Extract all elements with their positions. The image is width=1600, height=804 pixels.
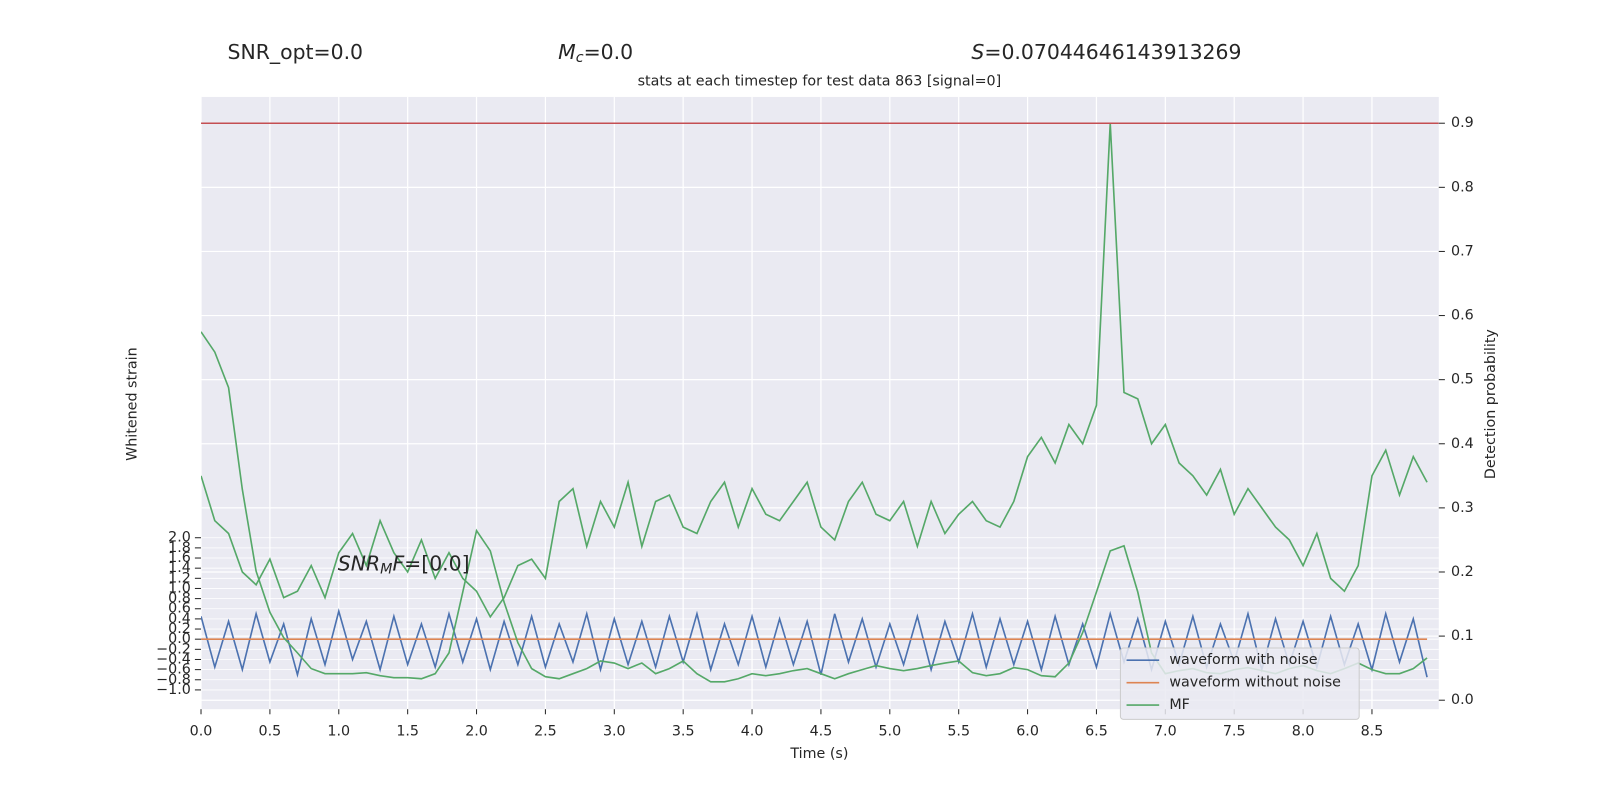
y-tick-label: 1.8 xyxy=(168,540,191,556)
probability-line xyxy=(201,123,1428,619)
x-tick-label: 2.0 xyxy=(465,724,488,740)
y2-tick-label: 0.8 xyxy=(1451,179,1474,195)
x-axis-label: Time (s) xyxy=(789,746,848,762)
x-tick-label: 5.5 xyxy=(947,724,970,740)
y2-tick-label: 0.4 xyxy=(1451,436,1474,452)
x-tick-label: 1.0 xyxy=(327,724,350,740)
x-tick-label: 7.5 xyxy=(1223,724,1246,740)
y-tick-label: 0.2 xyxy=(168,621,191,637)
x-tick-label: 6.5 xyxy=(1085,724,1108,740)
y-tick-label: 0.0 xyxy=(168,631,191,647)
y2-tick-label: 0.1 xyxy=(1451,628,1474,644)
y-tick-label: 1.0 xyxy=(168,580,191,596)
x-tick-label: 1.5 xyxy=(396,724,419,740)
series-line xyxy=(201,608,1428,678)
y2-tick-label: 0.7 xyxy=(1451,243,1474,259)
x-tick-label: 7.0 xyxy=(1154,724,1177,740)
y2-tick-label: 0.2 xyxy=(1451,564,1474,580)
chart-title: stats at each timestep for test data 863… xyxy=(638,74,1002,90)
y-tick-label: 0.8 xyxy=(168,591,191,607)
plot-area xyxy=(201,96,1439,710)
x-tick-label: 8.0 xyxy=(1292,724,1315,740)
y-tick-label: −0.4 xyxy=(156,651,191,667)
y2-tick-label: 0.5 xyxy=(1451,372,1474,388)
y-tick-label: −1.0 xyxy=(156,682,191,698)
y-tick-label: −0.6 xyxy=(156,662,191,678)
x-tick-label: 3.0 xyxy=(603,724,626,740)
x-tick-label: 0.0 xyxy=(190,724,213,740)
y-tick-label: −0.8 xyxy=(156,672,191,688)
x-tick-label: 8.5 xyxy=(1361,724,1384,740)
chirp-mass: Mc=0.0 xyxy=(558,40,633,66)
legend-label: waveform without noise xyxy=(1169,675,1341,691)
legend-label: waveform with noise xyxy=(1169,652,1317,668)
y2-tick-label: 0.6 xyxy=(1451,308,1474,324)
legend-label: MF xyxy=(1169,697,1190,713)
x-tick-label: 4.5 xyxy=(810,724,833,740)
y-tick-label: 0.4 xyxy=(168,611,191,627)
y-tick-label: −0.2 xyxy=(156,641,191,657)
s-stat: S=0.07044646143913269 xyxy=(971,40,1241,64)
y-tick-label: 2.0 xyxy=(168,530,191,546)
legend-box xyxy=(1119,647,1360,720)
x-tick-label: 3.5 xyxy=(672,724,695,740)
y-tick-label: 1.2 xyxy=(168,570,191,586)
x-tick-label: 2.5 xyxy=(534,724,557,740)
y-tick-label: 0.6 xyxy=(168,601,191,617)
y2-tick-label: 0.3 xyxy=(1451,500,1474,516)
y-axis-label: Whitened strain xyxy=(125,347,141,461)
y2-axis-label: Detection probability xyxy=(1483,329,1499,480)
x-tick-label: 6.0 xyxy=(1016,724,1039,740)
y-tick-label: 1.6 xyxy=(168,550,191,566)
snr-opt: SNR_opt=0.0 xyxy=(228,40,364,65)
y2-tick-label: 0.0 xyxy=(1451,692,1474,708)
y-tick-label: 1.4 xyxy=(168,560,191,576)
snr-mf: SNRMF=[0.0] xyxy=(338,551,470,577)
x-tick-label: 4.0 xyxy=(741,724,764,740)
y2-tick-label: 0.9 xyxy=(1451,115,1474,131)
x-tick-label: 0.5 xyxy=(259,724,282,740)
x-tick-label: 5.0 xyxy=(878,724,901,740)
